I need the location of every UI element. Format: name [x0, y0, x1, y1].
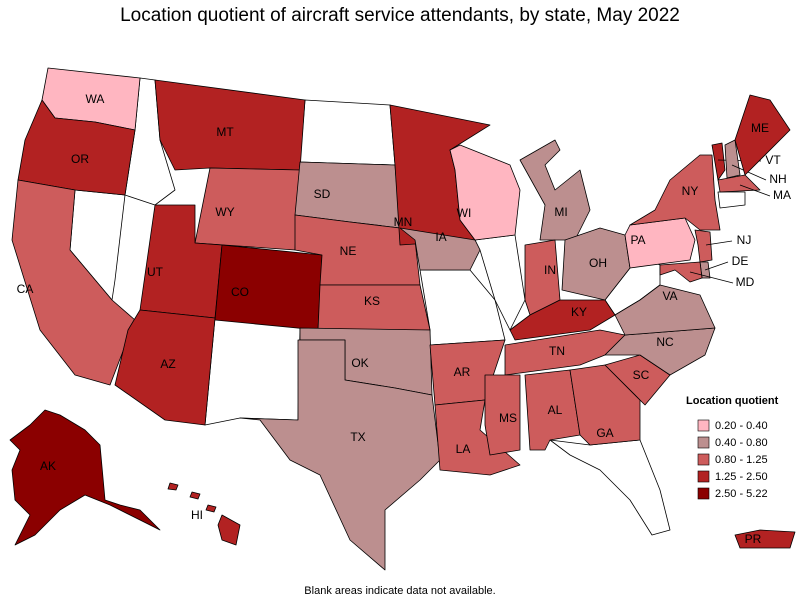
state-shape	[205, 504, 217, 513]
leader-line	[689, 271, 734, 284]
legend-label: 1.25 - 2.50	[715, 471, 768, 483]
state-label: OH	[589, 256, 607, 270]
state-label: NJ	[737, 233, 752, 247]
state-shape	[9, 409, 161, 546]
state-label: PA	[630, 233, 645, 247]
state-label: MD	[736, 275, 755, 289]
leader-line	[704, 261, 729, 271]
legend-title: Location quotient	[686, 395, 779, 407]
state-label: DE	[732, 254, 749, 268]
state-shape	[659, 261, 703, 283]
state-label: NE	[340, 244, 357, 258]
state-shape	[167, 482, 179, 491]
state-shape	[449, 144, 521, 241]
legend-swatch	[697, 487, 710, 500]
state-label: MA	[773, 188, 791, 202]
map-title: Location quotient of aircraft service at…	[120, 5, 680, 26]
state-shape	[519, 139, 591, 241]
leader-line	[705, 240, 733, 246]
state-shape	[484, 374, 521, 456]
state-label: KS	[364, 294, 380, 308]
state-label: OR	[71, 152, 89, 166]
state-label: CA	[17, 282, 34, 296]
state-nm	[204, 317, 301, 426]
state-nd	[299, 99, 396, 166]
state-label: TN	[549, 344, 565, 358]
state-label: IN	[544, 263, 556, 277]
state-shape	[239, 339, 441, 571]
state-label: AL	[548, 403, 563, 417]
legend: Location quotient 0.20 - 0.40 0.40 - 0.80…	[686, 395, 779, 500]
state-shape	[17, 99, 136, 196]
states: WA OR CA MT WY UT CO AZ SD NE KS OK TX MN IA AR LA WI MI IN…	[9, 67, 796, 571]
state-label: IA	[435, 230, 446, 244]
state-label: AR	[454, 365, 471, 379]
state-shape	[694, 229, 713, 263]
state-shape	[711, 142, 726, 181]
state-label: NY	[682, 184, 699, 198]
state-shape	[189, 491, 201, 500]
state-shape	[114, 309, 216, 426]
state-ct-ri	[717, 191, 746, 209]
legend-label: 0.20 - 0.40	[715, 420, 768, 432]
state-label: SD	[314, 187, 331, 201]
state-label: KY	[571, 305, 587, 319]
state-shape	[614, 284, 716, 336]
legend-label: 0.80 - 1.25	[715, 454, 768, 466]
state-shape	[734, 94, 791, 176]
legend-label: 0.40 - 0.80	[715, 437, 768, 449]
legend-swatch	[697, 470, 710, 483]
state-label: WI	[457, 206, 472, 220]
state-shape	[217, 514, 241, 546]
state-label: WA	[86, 92, 105, 106]
state-label: AZ	[160, 357, 175, 371]
state-label: WY	[215, 205, 234, 219]
state-label: LA	[456, 442, 471, 456]
state-label: NH	[769, 172, 786, 186]
footnote: Blank areas indicate data not available.	[304, 585, 495, 597]
state-shape	[629, 154, 721, 231]
state-shape	[604, 354, 671, 406]
state-label: HI	[191, 508, 203, 522]
state-shape	[194, 167, 301, 251]
state-label: VT	[765, 153, 781, 167]
state-label: GA	[596, 426, 613, 440]
legend-label: 2.50 - 5.22	[715, 488, 768, 500]
legend-swatch	[697, 419, 710, 432]
state-shape	[717, 174, 761, 193]
state-label: PR	[745, 532, 762, 546]
state-label: UT	[147, 265, 164, 279]
state-label: TX	[350, 430, 365, 444]
state-shape	[734, 529, 796, 549]
state-label: MS	[499, 411, 517, 425]
leader-line	[739, 184, 771, 197]
state-label: MI	[554, 205, 567, 219]
state-shape	[509, 299, 616, 341]
state-label: AK	[40, 459, 56, 473]
state-label: ME	[751, 121, 769, 135]
state-fl	[549, 439, 671, 536]
state-label: CO	[231, 285, 249, 299]
state-shape	[724, 139, 741, 179]
state-label: SC	[633, 368, 650, 382]
state-label: VA	[662, 289, 677, 303]
state-label: MN	[394, 215, 413, 229]
state-label: NC	[656, 335, 674, 349]
leader-line	[731, 164, 767, 181]
legend-swatch	[697, 436, 710, 449]
legend-swatch	[697, 453, 710, 466]
state-label: OK	[351, 356, 368, 370]
state-label: MT	[216, 125, 234, 139]
